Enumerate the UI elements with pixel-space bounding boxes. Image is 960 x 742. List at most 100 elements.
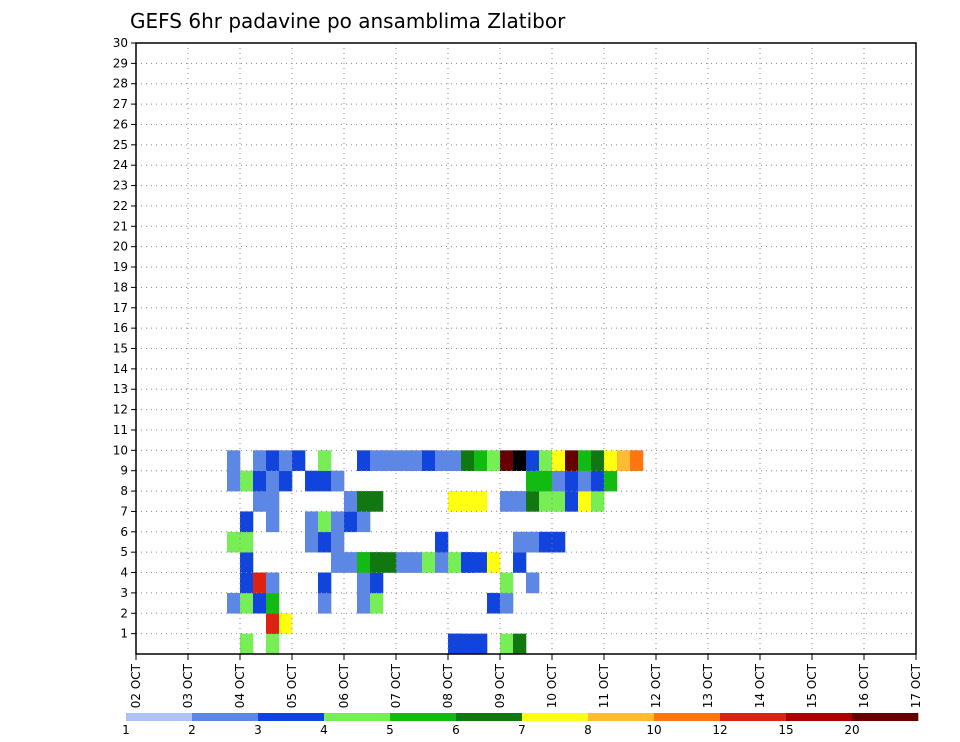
heatmap-cell	[409, 450, 423, 471]
heatmap-cell	[318, 592, 332, 614]
heatmap-cell	[227, 592, 241, 614]
colorbar-label: 8	[584, 723, 592, 737]
heatmap-cell	[539, 491, 553, 512]
colorbar: 1 2 3 4 5 6 7 8 10 12 15 20	[122, 713, 919, 737]
heatmap-cell	[526, 572, 540, 594]
heatmap-cell	[331, 552, 345, 573]
y-tick-label: 12	[113, 403, 128, 417]
colorbar-label: 1	[122, 723, 130, 737]
colorbar-segment	[654, 713, 721, 721]
heatmap-cell	[539, 470, 553, 492]
x-tick-label: 02 OCT	[129, 663, 143, 708]
colorbar-segment	[852, 713, 919, 721]
heatmap-cell	[357, 592, 371, 614]
colorbar-label: 6	[452, 723, 460, 737]
y-tick-label: 27	[113, 97, 128, 111]
heatmap-cell	[500, 450, 514, 471]
x-tick-label: 13 OCT	[701, 663, 715, 708]
heatmap-cell	[357, 450, 371, 471]
colorbar-segment	[126, 713, 193, 721]
y-tick-label: 20	[113, 240, 128, 254]
x-tick-label: 10 OCT	[545, 663, 559, 708]
heatmap-cell	[357, 511, 371, 533]
heatmap-cell	[305, 470, 319, 492]
heatmap-cell	[526, 531, 540, 553]
heatmap-cell	[253, 592, 267, 614]
colorbar-segment	[786, 713, 853, 721]
heatmap-cell	[305, 511, 319, 533]
chart-title: GEFS 6hr padavine po ansamblima Zlatibor	[130, 9, 566, 33]
heatmap-cell	[240, 470, 254, 492]
heatmap-cell	[591, 470, 605, 492]
x-tick-label: 12 OCT	[649, 663, 663, 708]
heatmap-cell	[266, 633, 280, 655]
heatmap-cell	[500, 491, 514, 512]
colorbar-label: 15	[778, 723, 793, 737]
heatmap-cell	[357, 572, 371, 594]
y-tick-label: 28	[113, 77, 128, 91]
heatmap-cell	[448, 633, 462, 655]
heatmap-cell	[240, 572, 254, 594]
heatmap-cell	[565, 470, 579, 492]
x-tick-label: 17 OCT	[909, 663, 923, 708]
heatmap-cell	[279, 470, 293, 492]
y-tick-label: 5	[120, 545, 128, 559]
y-tick-label: 24	[113, 158, 128, 172]
y-tick-label: 13	[113, 382, 128, 396]
heatmap-cell	[552, 450, 566, 471]
heatmap-cell	[630, 450, 644, 471]
heatmap-cell	[448, 552, 462, 573]
colorbar-segment	[258, 713, 325, 721]
heatmap-cell	[487, 450, 501, 471]
y-tick-label: 29	[113, 56, 128, 70]
heatmap-cell	[552, 531, 566, 553]
heatmap-cell	[500, 592, 514, 614]
heatmap-cell	[344, 552, 358, 573]
heatmap-cell	[526, 450, 540, 471]
x-tick-label: 14 OCT	[753, 663, 767, 708]
heatmap-cell	[461, 450, 475, 471]
heatmap-cell	[526, 470, 540, 492]
y-tick-label: 2	[120, 606, 128, 620]
heatmap-cell	[396, 552, 410, 573]
heatmap-cell	[474, 491, 488, 512]
heatmap-cell	[435, 531, 449, 553]
heatmap-cell	[435, 450, 449, 471]
y-tick-label: 16	[113, 321, 128, 335]
heatmap-cell	[552, 470, 566, 492]
heatmap-cell	[500, 633, 514, 655]
colorbar-segment	[324, 713, 391, 721]
y-tick-label: 26	[113, 117, 128, 131]
heatmap-cell	[474, 633, 488, 655]
colorbar-label: 5	[386, 723, 394, 737]
heatmap-cell	[318, 531, 332, 553]
y-tick-label: 22	[113, 199, 128, 213]
heatmap-cell	[266, 511, 280, 533]
heatmap-cell	[461, 491, 475, 512]
heatmap-cell	[513, 633, 527, 655]
x-tick-label: 04 OCT	[233, 663, 247, 708]
heatmap-cell	[227, 450, 241, 471]
heatmap-cell	[370, 491, 384, 512]
heatmap-cell	[318, 450, 332, 471]
heatmap-cell	[279, 450, 293, 471]
heatmap-cell	[370, 450, 384, 471]
heatmap-cell	[318, 511, 332, 533]
heatmap-cell	[396, 450, 410, 471]
heatmap-cell	[578, 470, 592, 492]
y-tick-label: 23	[113, 179, 128, 193]
x-tick-label: 16 OCT	[857, 663, 871, 708]
heatmap-cell	[227, 470, 241, 492]
heatmap-cell	[513, 552, 527, 573]
y-tick-label: 18	[113, 280, 128, 294]
heatmap-cell	[513, 450, 527, 471]
colorbar-label: 2	[188, 723, 196, 737]
x-tick-label: 06 OCT	[337, 663, 351, 708]
heatmap-cell	[357, 491, 371, 512]
heatmap-cell	[435, 552, 449, 573]
heatmap-cell	[266, 491, 280, 512]
y-tick-label: 21	[113, 219, 128, 233]
heatmap-cell	[461, 552, 475, 573]
heatmap-cell	[552, 491, 566, 512]
heatmap-cell	[344, 491, 358, 512]
